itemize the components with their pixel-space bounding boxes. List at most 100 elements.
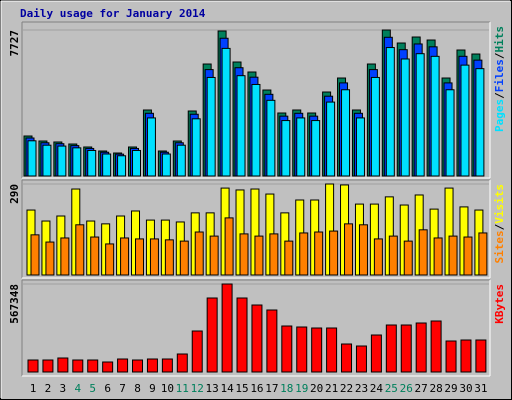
bar <box>460 339 472 373</box>
bar <box>194 231 204 276</box>
bar <box>385 324 397 373</box>
bar <box>57 357 69 373</box>
y-tick-label: 7727 <box>8 30 21 57</box>
bar <box>281 325 293 373</box>
bar <box>60 237 70 276</box>
bar <box>206 297 218 373</box>
bar <box>299 232 309 276</box>
bar <box>117 155 127 177</box>
bar <box>72 147 82 177</box>
x-tick-label: 17 <box>265 382 278 395</box>
bar <box>358 224 368 276</box>
bar <box>221 47 231 177</box>
bar <box>236 75 246 177</box>
bar <box>102 153 112 177</box>
bar <box>296 117 306 177</box>
x-tick-label: 29 <box>444 382 457 395</box>
bar <box>146 117 156 177</box>
bar <box>314 231 324 276</box>
bar <box>415 53 425 177</box>
bar <box>460 64 470 177</box>
bar <box>430 320 442 373</box>
bar <box>146 358 158 373</box>
bar <box>284 240 294 276</box>
bar <box>179 240 189 276</box>
bar <box>296 326 308 373</box>
x-tick-label: 11 <box>176 382 189 395</box>
bar <box>191 330 203 373</box>
x-tick-label: 3 <box>60 382 67 395</box>
bar <box>75 224 85 276</box>
legend-separator: / <box>493 92 506 99</box>
bar <box>209 235 219 276</box>
x-tick-label: 12 <box>191 382 204 395</box>
legend: Pages/Files/Hits <box>493 26 506 132</box>
bar <box>341 343 353 373</box>
bar <box>27 359 39 373</box>
bar <box>236 297 248 373</box>
bar <box>326 101 336 177</box>
bar <box>42 359 54 373</box>
x-tick-label: 5 <box>89 382 96 395</box>
x-tick-label: 18 <box>280 382 293 395</box>
bar <box>400 58 410 177</box>
bar <box>370 76 380 177</box>
bar <box>311 327 323 373</box>
bar <box>42 144 52 177</box>
x-tick-label: 23 <box>355 382 368 395</box>
legend-separator: / <box>493 52 506 59</box>
x-tick-label: 26 <box>400 382 413 395</box>
x-tick-label: 7 <box>119 382 126 395</box>
bar <box>355 117 365 177</box>
x-tick-label: 16 <box>250 382 263 395</box>
x-tick-label: 14 <box>220 382 234 395</box>
x-tick-label: 4 <box>74 382 81 395</box>
bar <box>176 353 188 373</box>
bar <box>251 304 263 373</box>
legend-entry: KBytes <box>493 284 506 324</box>
bar <box>161 358 173 373</box>
bar <box>475 68 485 177</box>
bar <box>117 358 129 373</box>
x-tick-label: 19 <box>295 382 308 395</box>
bar <box>206 76 216 177</box>
bar <box>475 339 487 373</box>
bar <box>135 238 145 276</box>
bar <box>132 149 142 177</box>
bar <box>221 283 233 373</box>
legend: Sites/Visits <box>493 184 506 264</box>
bar <box>385 47 395 177</box>
bar <box>27 140 37 177</box>
y-tick-label: 567348 <box>8 284 21 324</box>
bar <box>418 229 428 276</box>
bar <box>269 233 279 276</box>
bar <box>132 359 144 373</box>
bar <box>433 237 443 276</box>
bar <box>266 309 278 373</box>
x-tick-label: 10 <box>161 382 174 395</box>
bar <box>149 238 159 276</box>
bar <box>45 241 55 276</box>
bar <box>120 237 130 276</box>
y-tick-label: 290 <box>8 184 21 204</box>
bar <box>355 345 367 373</box>
bar <box>311 120 321 177</box>
legend-entry: Files <box>493 59 506 92</box>
x-tick-label: 9 <box>149 382 156 395</box>
bar <box>90 236 100 276</box>
bar <box>30 234 40 276</box>
x-tick-label: 1 <box>30 382 37 395</box>
bar <box>373 238 383 276</box>
bar <box>224 217 234 276</box>
bar <box>341 89 351 177</box>
x-tick-label: 15 <box>235 382 248 395</box>
bar <box>176 144 186 177</box>
x-tick-label: 2 <box>45 382 52 395</box>
chart-title: Daily usage for January 2014 <box>20 7 206 20</box>
x-tick-label: 13 <box>206 382 219 395</box>
x-tick-label: 6 <box>104 382 111 395</box>
bar <box>388 235 398 276</box>
bar <box>344 223 354 276</box>
